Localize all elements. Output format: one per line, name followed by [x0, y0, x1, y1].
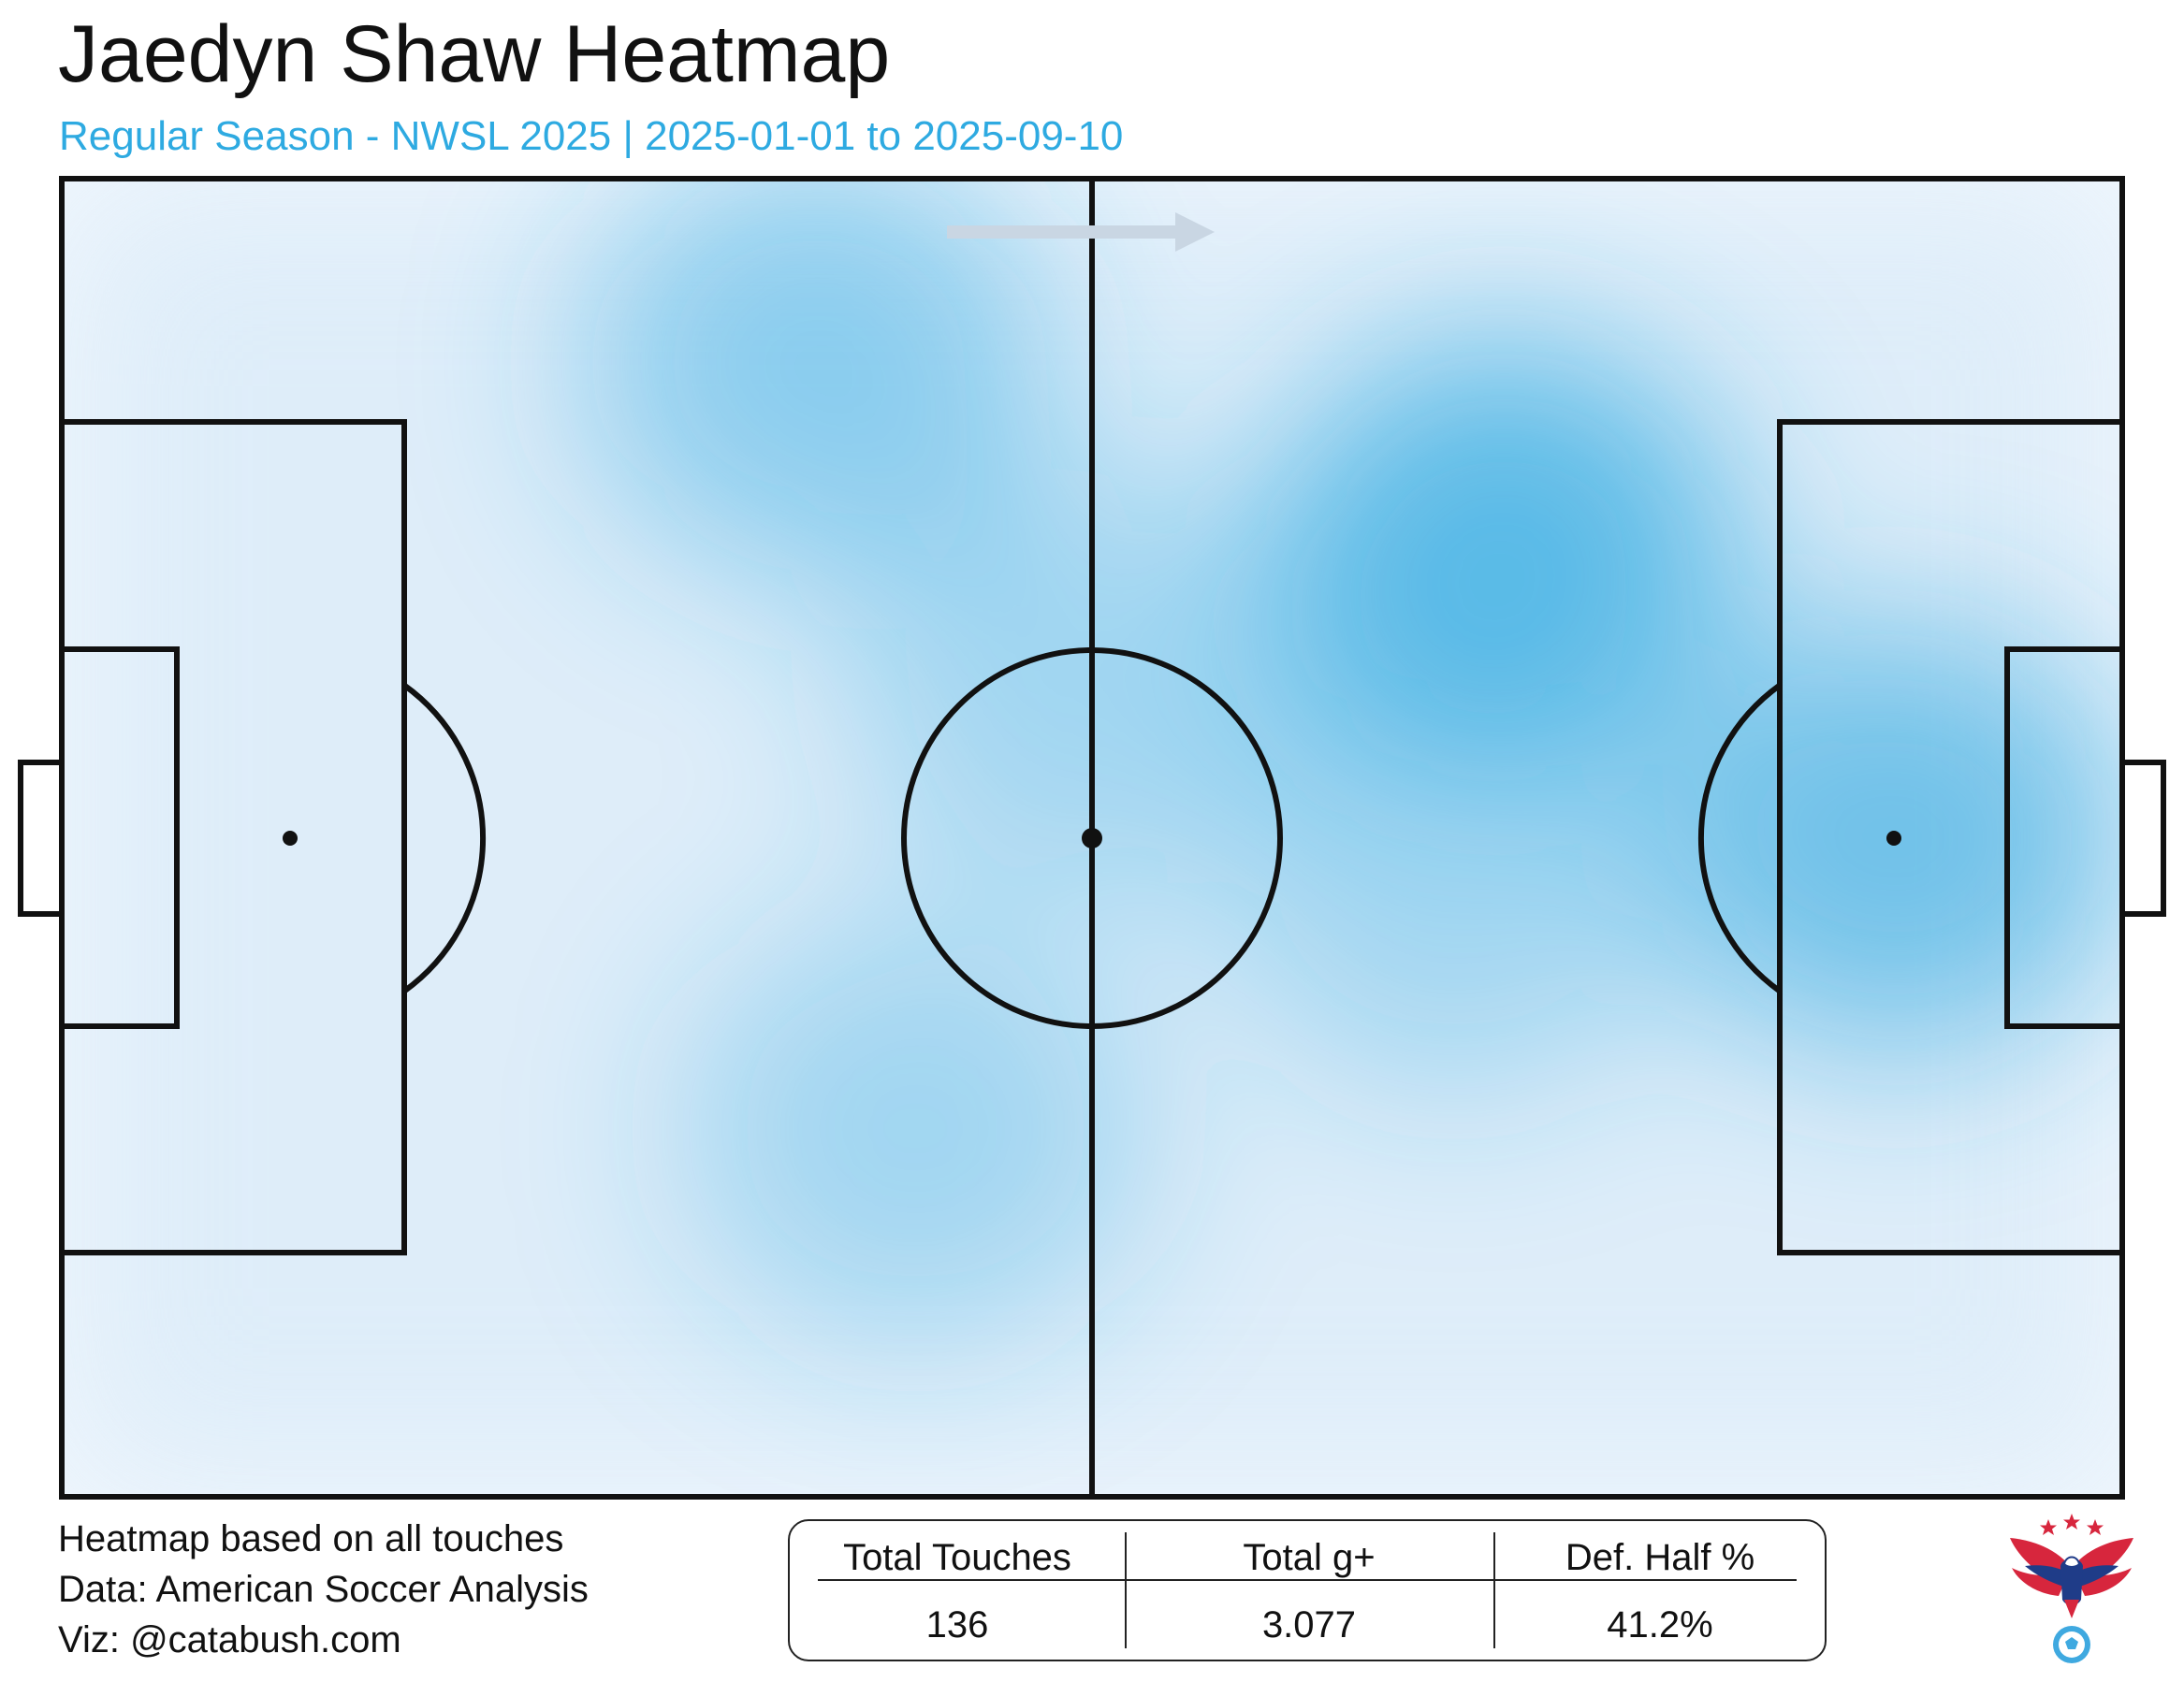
- stat-label: Total g+: [1243, 1537, 1376, 1578]
- footer-notes: Heatmap based on all touches Data: Ameri…: [58, 1514, 589, 1665]
- stats-header-rule: [818, 1579, 1797, 1581]
- stat-value: 3.077: [1261, 1604, 1357, 1646]
- left-penalty-spot: [283, 831, 298, 846]
- stat-total-touches: Total Touches 136: [790, 1521, 1125, 1660]
- stat-value: 41.2%: [1607, 1604, 1713, 1646]
- heat-layer: [62, 179, 2122, 1497]
- right-penalty-spot: [1886, 831, 1901, 846]
- stat-def-half-pct: Def. Half % 41.2%: [1493, 1521, 1827, 1660]
- eagle-wing-accents: [2025, 1565, 2118, 1587]
- footer-method: Heatmap based on all touches: [58, 1518, 564, 1559]
- center-circle: [901, 647, 1283, 1029]
- soccer-ball-icon: [2053, 1626, 2090, 1663]
- heat-hotspot: [583, 179, 1052, 578]
- attack-direction-arrow: [947, 212, 1215, 252]
- pitch-markings: [18, 176, 2166, 1500]
- center-spot: [1082, 828, 1102, 848]
- stats-divider: [1125, 1532, 1127, 1648]
- eagle-body: [2060, 1559, 2083, 1605]
- heat-hotspot: [1220, 660, 1689, 1092]
- eagle-head: [2062, 1556, 2081, 1568]
- right-penalty-arc: [1697, 683, 1782, 993]
- heat-hotspot: [1270, 341, 1739, 773]
- left-penalty-arc: [402, 683, 487, 993]
- chart-subtitle: Regular Season - NWSL 2025 | 2025-01-01 …: [59, 113, 1124, 159]
- stat-label: Total Touches: [843, 1537, 1071, 1578]
- footer-credit: Viz: @catabush.com: [58, 1619, 401, 1660]
- footer-data-source: Data: American Soccer Analysis: [58, 1569, 589, 1610]
- left-goal: [18, 760, 65, 917]
- star-icon: [2040, 1514, 2104, 1535]
- stat-value: 136: [925, 1604, 989, 1646]
- stats-divider: [1493, 1532, 1495, 1648]
- stat-total-g-plus: Total g+ 3.077: [1125, 1521, 1493, 1660]
- right-goal: [2119, 760, 2166, 917]
- eagle-soccer-ball-logo: [2010, 1514, 2133, 1663]
- heat-hotspot: [848, 467, 1317, 898]
- stats-table: Total Touches 136 Total g+ 3.077 Def. Ha…: [788, 1519, 1827, 1661]
- pitch-heatmap: [18, 176, 2166, 1500]
- eagle-tail: [2064, 1600, 2079, 1618]
- stat-label: Def. Half %: [1565, 1537, 1755, 1578]
- chart-title: Jaedyn Shaw Heatmap: [58, 9, 891, 99]
- heat-hotspot: [681, 913, 1150, 1344]
- arrow-head-icon: [1175, 212, 1215, 252]
